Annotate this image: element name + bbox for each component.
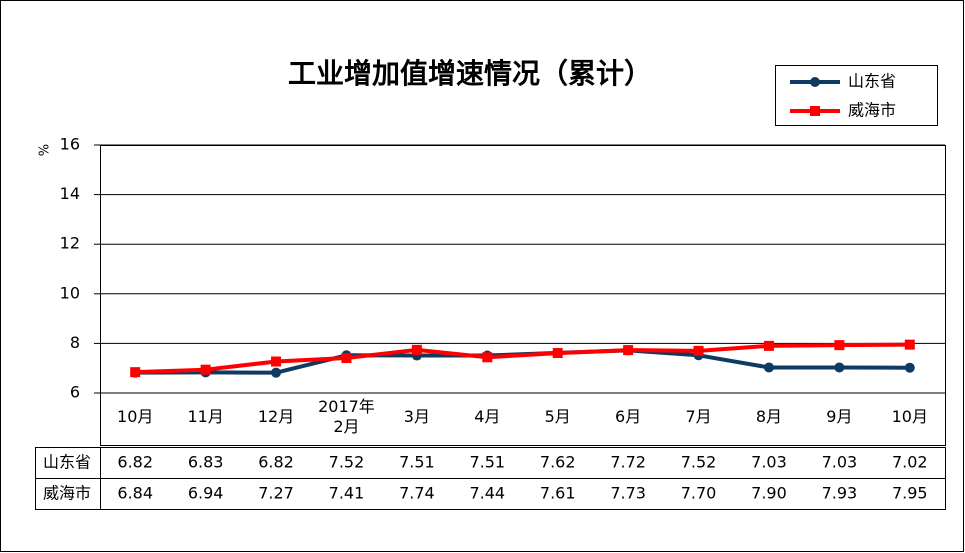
table-row [35,478,946,510]
marker [271,367,282,378]
table-cell: 7.41 [329,484,365,503]
y-tick-label: 10 [60,283,80,302]
table-row-label: 威海市 [43,484,91,503]
series-line [135,342,910,375]
table-cell: 7.72 [610,453,646,472]
x-tick-label: 10月 [117,407,154,426]
x-tick-label: 3月 [403,407,430,426]
legend-label: 威海市 [848,101,896,120]
x-tick-label: 12月 [257,407,295,426]
legend-box [775,65,938,126]
marker [271,356,282,367]
marker [834,362,845,373]
table-cell: 7.44 [469,484,505,503]
x-tick-label: 8月 [755,407,783,426]
marker [552,348,563,359]
marker [904,362,915,373]
table-cell: 7.03 [822,453,858,472]
table-cell: 6.83 [188,453,224,472]
table-cell: 7.70 [681,484,717,503]
table-cell: 6.84 [117,484,153,503]
chart-title: 工业增加值增速情况（累计） [288,57,652,90]
marker [200,364,211,375]
y-tick-label: 8 [70,333,80,352]
table-cell: 7.62 [540,453,576,472]
table-cell: 7.73 [610,484,646,503]
marker [130,367,141,378]
table-cell: 6.82 [258,453,294,472]
table-cell: 7.90 [751,484,787,503]
marker [904,339,915,350]
marker [623,345,634,356]
table-cell: 7.74 [399,484,435,503]
marker [834,340,845,351]
y-tick-label: 6 [70,383,80,402]
table-cell: 7.93 [822,484,858,503]
x-tick-label: 6月 [615,407,642,426]
table-cell: 6.94 [188,484,224,503]
marker [763,340,774,351]
marker [482,352,493,363]
x-tick-label: 7月 [685,407,712,426]
legend-label: 山东省 [848,72,896,91]
marker [341,353,352,364]
table-cell: 7.51 [399,453,435,472]
x-tick-label: 9月 [826,407,853,426]
x-tick-label: 4月 [474,407,501,426]
table-row-label: 山东省 [43,453,91,472]
marker [693,345,704,356]
x-tick-label: 2017年 2月 [318,397,375,436]
y-axis-label: % [38,144,53,156]
table-cell: 7.03 [751,453,787,472]
x-tick-label: 5月 [544,407,571,426]
table-cell: 7.02 [892,453,928,472]
y-tick-label: 12 [60,234,80,253]
table-cell: 7.95 [892,484,928,503]
x-tick-label: 11月 [187,407,224,426]
x-tick-label: 10月 [891,407,928,426]
marker [763,362,774,373]
y-tick-label: 14 [60,184,80,203]
legend-marker [810,77,820,87]
y-tick-label: 16 [60,135,80,154]
table-cell: 7.52 [681,453,717,472]
table-cell: 7.61 [540,484,576,503]
legend-marker [810,106,820,116]
table-cell: 7.51 [469,453,505,472]
marker [411,344,422,355]
table-cell: 7.27 [258,484,294,503]
table-cell: 6.82 [117,453,153,472]
table-cell: 7.52 [329,453,365,472]
